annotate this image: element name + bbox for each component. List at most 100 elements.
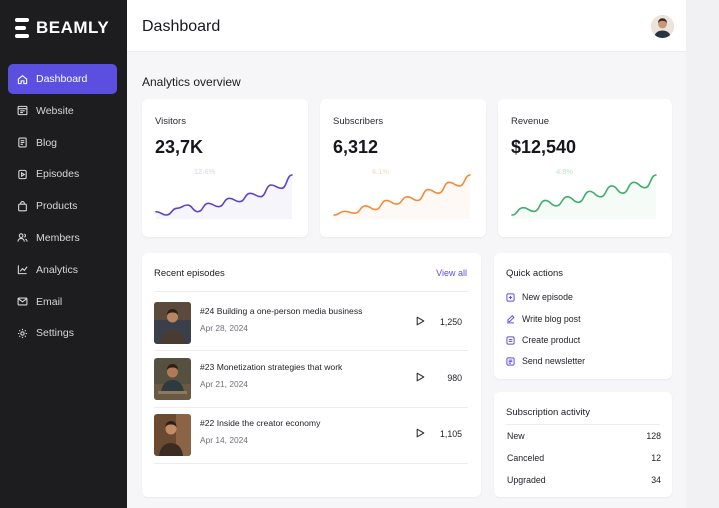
sidebar-item-products[interactable]: Products [8, 191, 117, 221]
book-icon [18, 137, 27, 148]
bag-icon [18, 200, 27, 212]
right-edge [686, 0, 719, 508]
episode-play-count: 980 [447, 373, 462, 383]
user-avatar-icon [651, 15, 674, 38]
sparkline-area [334, 175, 470, 219]
sidebar-nav: Dashboard Website Blog Episodes Products… [8, 64, 117, 350]
logo-icon [15, 18, 29, 38]
box-icon [506, 335, 515, 345]
episode-title: #24 Building a one-person media business [200, 306, 363, 316]
divider [154, 350, 468, 351]
mail-icon [17, 297, 28, 306]
stat-card-subscribers[interactable]: Subscribers 6,312 6.1% [320, 99, 486, 237]
sidebar-item-members[interactable]: Members [8, 223, 117, 253]
sparkline-line [155, 174, 293, 216]
divider [506, 424, 660, 425]
chart-icon [17, 265, 28, 275]
newsletter-icon [506, 356, 515, 366]
play-icon[interactable] [416, 372, 425, 382]
sparkline-chart [155, 174, 293, 219]
subscription-value: 128 [646, 431, 661, 441]
sidebar-item-label: Dashboard [36, 73, 88, 85]
divider [154, 407, 468, 408]
episode-date: Apr 14, 2024 [200, 435, 248, 445]
brand-name: BEAMLY [36, 18, 110, 37]
view-all-link[interactable]: View all [436, 268, 467, 278]
gear-icon [17, 328, 28, 338]
sidebar-item-dashboard[interactable]: Dashboard [8, 64, 117, 94]
sidebar-item-label: Website [36, 104, 74, 117]
page-title: Dashboard [142, 18, 221, 35]
subscription-value: 12 [651, 453, 661, 463]
episode-thumbnail [154, 302, 191, 344]
sidebar-item-label: Products [36, 200, 78, 213]
home-icon [17, 74, 28, 84]
subscription-activity-panel: Subscription activity New 128 Canceled 1… [494, 392, 672, 497]
play-icon[interactable] [416, 316, 425, 326]
stat-value: 6,312 [333, 137, 379, 157]
avatar[interactable] [651, 15, 674, 38]
episode-row[interactable]: #23 Monetization strategies that work Ap… [154, 358, 468, 402]
divider [154, 463, 468, 464]
quick-action-label: New episode [522, 292, 573, 302]
stat-change-badge: 6.1% [372, 167, 390, 176]
analytics-overview-title: Analytics overview [142, 75, 241, 89]
sparkline-chart [511, 174, 657, 219]
brand-logo[interactable]: BEAMLY [15, 18, 109, 38]
sidebar-item-website[interactable]: Website [8, 96, 117, 126]
subscription-value: 34 [651, 475, 661, 485]
subscription-row-new: New 128 [507, 431, 661, 441]
sidebar-item-blog[interactable]: Blog [8, 128, 117, 158]
sparkline-area [156, 175, 292, 219]
quick-action-label: Send newsletter [522, 356, 586, 366]
sidebar: BEAMLY Dashboard Website Blog Episodes P… [0, 0, 127, 508]
stat-label: Revenue [511, 116, 550, 127]
episode-row[interactable]: #24 Building a one-person media business… [154, 302, 468, 346]
sidebar-item-label: Members [36, 231, 80, 244]
quick-action-send-newsletter[interactable]: Send newsletter [506, 356, 585, 366]
sidebar-item-label: Email [36, 295, 63, 308]
quick-action-new-episode[interactable]: New episode [506, 292, 573, 302]
episode-row[interactable]: #22 Inside the creator economy Apr 14, 2… [154, 414, 468, 458]
sparkline-line [333, 174, 471, 216]
stat-change-badge: 12.6% [194, 167, 216, 176]
quick-action-label: Create product [522, 335, 581, 345]
sidebar-item-analytics[interactable]: Analytics [8, 255, 117, 285]
panel-title: Quick actions [506, 268, 564, 279]
episode-title: #23 Monetization strategies that work [200, 362, 343, 372]
episode-date: Apr 21, 2024 [200, 379, 248, 389]
sidebar-item-label: Episodes [36, 168, 80, 181]
stat-label: Visitors [155, 116, 186, 127]
sidebar-item-settings[interactable]: Settings [8, 318, 117, 348]
sidebar-item-label: Blog [36, 136, 58, 149]
sidebar-item-email[interactable]: Email [8, 287, 117, 317]
stat-change-badge: 4.8% [556, 167, 574, 176]
quick-action-create-product[interactable]: Create product [506, 335, 580, 345]
episode-play-count: 1,105 [439, 429, 462, 439]
stat-card-visitors[interactable]: Visitors 23,7K 12.6% [142, 99, 308, 237]
episode-date: Apr 28, 2024 [200, 323, 248, 333]
play-icon[interactable] [416, 428, 425, 438]
sidebar-item-episodes[interactable]: Episodes [8, 159, 117, 189]
sparkline-chart [333, 174, 471, 219]
sidebar-item-label: Analytics [36, 263, 79, 276]
episode-play-count: 1,250 [439, 317, 462, 327]
subscription-label: Canceled [507, 453, 545, 463]
mic-icon [18, 169, 27, 180]
top-header: Dashboard [127, 0, 686, 52]
edit-icon [507, 314, 515, 323]
stat-card-revenue[interactable]: Revenue $12,540 4.8% [498, 99, 672, 237]
quick-actions-panel: Quick actions New episode Write blog pos… [494, 253, 672, 379]
users-icon [17, 233, 28, 243]
recent-episodes-panel: Recent episodes View all #24 Building a … [142, 253, 481, 497]
browser-icon [17, 106, 28, 116]
quick-action-write-blog-post[interactable]: Write blog post [506, 314, 581, 324]
stat-value: $12,540 [511, 137, 577, 157]
sparkline-line [511, 174, 657, 216]
plus-square-icon [506, 292, 515, 302]
quick-action-label: Write blog post [522, 314, 581, 324]
sidebar-item-label: Settings [36, 327, 74, 340]
subscription-label: New [507, 431, 525, 441]
panel-title: Subscription activity [506, 407, 590, 418]
episode-thumbnail [154, 414, 191, 456]
